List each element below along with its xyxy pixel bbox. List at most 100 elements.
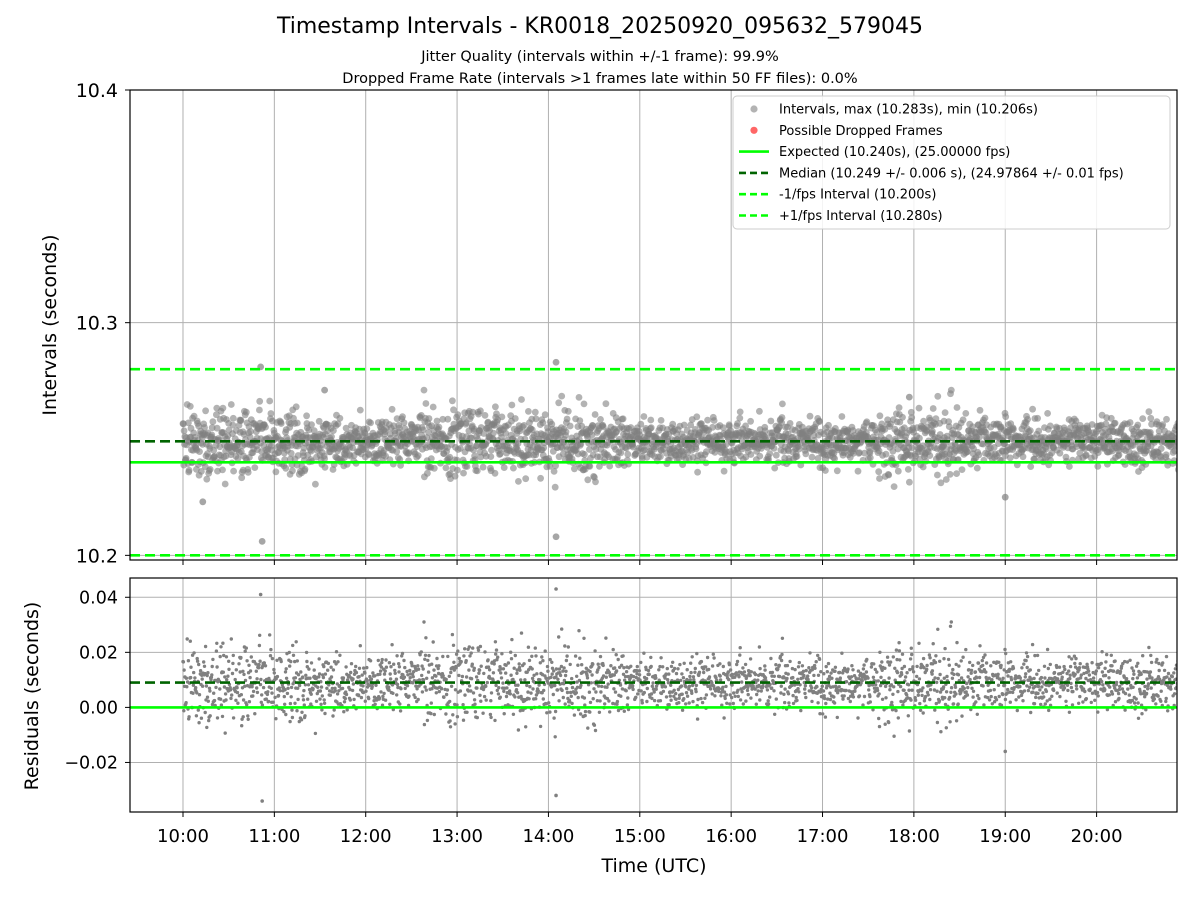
interval-point xyxy=(709,423,716,431)
interval-point xyxy=(481,412,489,419)
interval-point xyxy=(932,415,940,423)
residual-point xyxy=(276,693,281,698)
residual-point xyxy=(570,676,574,681)
interval-point xyxy=(586,462,594,470)
residual-point xyxy=(425,676,429,680)
residual-point xyxy=(702,670,706,675)
residual-point xyxy=(826,661,831,666)
interval-point xyxy=(400,419,408,427)
residual-point xyxy=(1052,688,1056,693)
residual-point xyxy=(875,688,880,693)
residual-point xyxy=(671,660,675,664)
residual-point xyxy=(272,667,276,672)
residual-point xyxy=(945,674,949,679)
residual-point xyxy=(1022,662,1026,666)
residual-point xyxy=(719,694,723,698)
residual-point xyxy=(246,714,250,718)
interval-point xyxy=(1107,414,1115,422)
residual-point xyxy=(661,665,665,669)
residual-point xyxy=(888,660,893,664)
interval-point xyxy=(420,386,428,394)
residual-point xyxy=(844,688,848,693)
residual-point xyxy=(388,672,392,676)
residual-point xyxy=(868,694,872,699)
residual-point xyxy=(529,691,533,695)
residual-point xyxy=(284,712,288,717)
residual-point xyxy=(598,699,602,703)
residual-point xyxy=(395,654,399,658)
residual-point xyxy=(1006,674,1010,678)
residual-point xyxy=(290,715,295,720)
residual-point xyxy=(713,694,717,698)
residual-point xyxy=(981,684,985,688)
residual-point xyxy=(900,672,904,677)
interval-point xyxy=(747,417,754,425)
residual-point xyxy=(928,697,932,702)
residual-point xyxy=(967,668,971,672)
residual-point xyxy=(478,644,483,649)
interval-point xyxy=(555,399,563,407)
residual-point xyxy=(279,659,283,664)
residual-point xyxy=(586,726,590,730)
interval-point xyxy=(202,407,210,415)
interval-point xyxy=(591,411,599,418)
residual-point xyxy=(182,668,186,672)
residual-point xyxy=(249,655,253,659)
residual-point xyxy=(502,712,506,716)
residual-point xyxy=(898,658,902,662)
residual-point xyxy=(982,703,986,707)
interval-point xyxy=(196,448,203,455)
residual-point xyxy=(880,697,885,701)
residual-point xyxy=(727,662,732,667)
residual-point xyxy=(591,662,595,666)
residual-point xyxy=(419,650,423,654)
residual-point xyxy=(507,689,512,693)
interval-point xyxy=(953,404,961,411)
interval-point xyxy=(251,464,259,471)
residual-point xyxy=(1014,698,1018,702)
residual-point xyxy=(416,664,420,668)
residual-point xyxy=(253,712,257,716)
residual-point xyxy=(1048,662,1053,667)
interval-point xyxy=(592,445,600,453)
residual-point xyxy=(607,699,611,703)
residual-point xyxy=(892,685,896,689)
residual-point xyxy=(712,656,716,660)
residual-point xyxy=(611,647,615,652)
residual-point xyxy=(1040,685,1044,689)
residual-point xyxy=(925,663,929,668)
residual-point xyxy=(949,686,954,690)
residual-point xyxy=(363,699,367,703)
residual-point xyxy=(1012,686,1016,690)
residual-point xyxy=(255,690,260,695)
interval-point xyxy=(310,427,318,435)
residual-point xyxy=(542,688,546,693)
residual-point xyxy=(1001,692,1005,697)
residual-point xyxy=(756,689,760,693)
interval-point xyxy=(942,476,950,483)
residual-point xyxy=(966,685,970,690)
residual-point xyxy=(685,694,690,698)
residual-point xyxy=(601,674,606,678)
residual-point xyxy=(546,681,550,685)
residual-point xyxy=(664,672,668,676)
interval-point xyxy=(552,358,560,366)
residual-point xyxy=(797,690,801,694)
interval-point xyxy=(490,429,497,437)
residual-point xyxy=(644,676,649,681)
residual-point xyxy=(379,690,383,694)
residual-point xyxy=(724,693,729,697)
residual-point xyxy=(1042,695,1046,699)
residual-point xyxy=(766,699,770,703)
residual-point xyxy=(772,674,776,678)
residual-point xyxy=(519,631,524,635)
residual-point xyxy=(827,678,831,682)
residual-point xyxy=(391,707,395,712)
residual-point xyxy=(402,675,407,679)
residual-point xyxy=(915,664,919,669)
residual-point xyxy=(909,646,913,650)
residual-point xyxy=(583,709,588,714)
residual-point xyxy=(796,687,800,691)
residual-point xyxy=(536,689,540,693)
interval-point xyxy=(838,413,846,420)
